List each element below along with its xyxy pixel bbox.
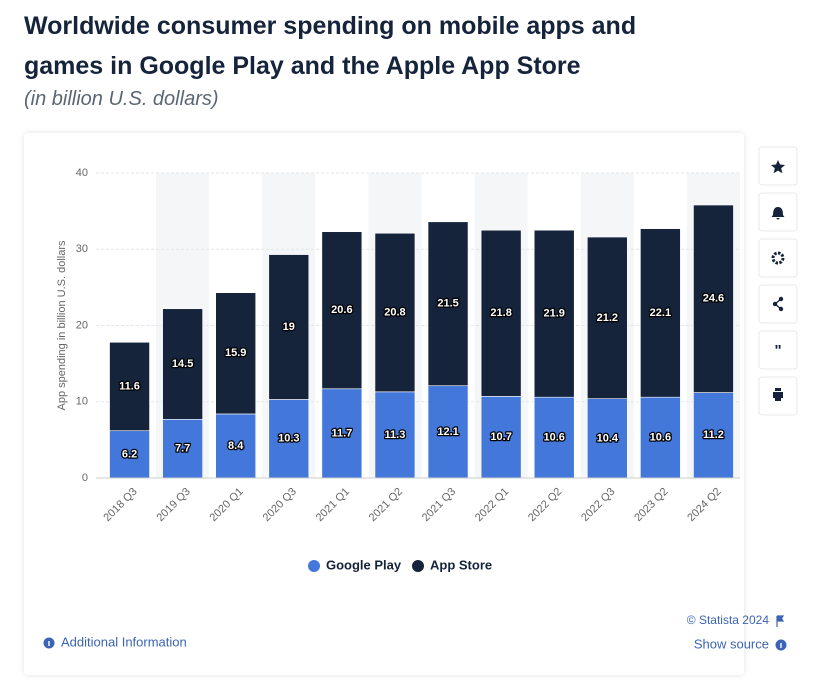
bar — [215, 292, 257, 415]
data-label: 7.7 — [175, 443, 190, 455]
data-label: 11.3 — [385, 429, 406, 441]
data-label: 11.6 — [119, 380, 140, 392]
info-icon-mark — [780, 643, 782, 648]
legend-label: Google Play — [326, 557, 402, 572]
flag-icon — [776, 615, 785, 627]
copyright: © Statista 2024 — [687, 613, 770, 627]
share-button[interactable] — [758, 284, 798, 324]
bar — [533, 229, 575, 398]
data-label: 10.6 — [650, 431, 671, 443]
star-icon — [771, 160, 785, 174]
bar — [374, 232, 416, 393]
chart-title: Worldwide consumer spending on mobile ap… — [24, 12, 637, 80]
data-label: 20.8 — [384, 306, 405, 318]
gear-icon — [771, 251, 785, 265]
data-label: 21.5 — [437, 298, 458, 310]
data-label: 15.9 — [225, 347, 246, 359]
x-tick-label: 2024 Q2 — [685, 486, 723, 524]
quote-icon: " — [774, 342, 781, 359]
data-label: 11.7 — [331, 427, 352, 439]
y-tick-label: 40 — [76, 167, 88, 179]
y-tick-label: 20 — [76, 319, 88, 331]
x-tick-label: 2023 Q2 — [632, 486, 670, 524]
bar — [162, 308, 203, 420]
data-label: 10.7 — [490, 431, 511, 443]
data-label: 21.8 — [490, 307, 511, 319]
data-label: 6.2 — [122, 448, 137, 460]
bar — [693, 392, 734, 479]
show-source-link[interactable]: Show source — [694, 636, 769, 651]
x-tick-label: 2021 Q1 — [314, 486, 352, 524]
info-icon-mark — [48, 641, 50, 646]
bell-icon — [771, 207, 785, 220]
data-label: 21.2 — [597, 312, 618, 324]
data-label: 12.1 — [437, 426, 458, 438]
x-tick-label: 2022 Q1 — [473, 486, 511, 524]
data-label: 22.1 — [650, 307, 671, 319]
data-label: 24.6 — [703, 293, 724, 305]
data-label: 10.6 — [543, 431, 564, 443]
toolbar-icons: " — [771, 160, 785, 401]
bar — [268, 399, 310, 479]
chart-subtitle: (in billion U.S. dollars) — [24, 88, 219, 110]
y-tick-label: 30 — [76, 243, 88, 255]
y-tick-label: 10 — [76, 396, 88, 408]
data-label: 8.4 — [228, 440, 244, 452]
legend-marker — [308, 560, 320, 572]
bar — [215, 413, 257, 479]
print-icon — [773, 388, 783, 401]
bar — [480, 229, 522, 397]
additional-info-link[interactable]: Additional Information — [61, 634, 187, 649]
share-icon — [772, 296, 784, 312]
legend-marker — [412, 560, 424, 572]
x-tick-label: 2022 Q3 — [579, 486, 617, 524]
y-axis-title: App spending in billion U.S. dollars — [56, 240, 68, 410]
y-tick-label: 0 — [82, 472, 88, 484]
bar — [427, 221, 469, 387]
bar — [480, 396, 522, 479]
bar — [109, 341, 150, 432]
data-label: 21.9 — [543, 308, 564, 320]
data-label: 19 — [283, 321, 295, 333]
settings-button[interactable] — [758, 238, 798, 278]
x-tick-label: 2021 Q2 — [367, 486, 405, 524]
bar — [162, 418, 203, 479]
data-label: 11.2 — [703, 429, 724, 441]
data-label: 10.3 — [278, 433, 299, 445]
data-label: 20.6 — [331, 304, 352, 316]
toolbar — [758, 146, 798, 416]
x-tick-label: 2020 Q1 — [208, 486, 246, 524]
x-tick-label: 2018 Q3 — [101, 486, 139, 524]
bar — [586, 236, 628, 399]
legend-label: App Store — [430, 557, 492, 572]
bar — [268, 254, 310, 400]
x-tick-label: 2020 Q3 — [261, 486, 299, 524]
data-label: 10.4 — [597, 432, 619, 444]
bar — [321, 231, 363, 390]
cite-button[interactable] — [758, 330, 798, 370]
bar — [640, 396, 681, 479]
bar — [640, 228, 681, 398]
data-label: 14.5 — [172, 358, 193, 370]
bar — [693, 204, 734, 393]
bar — [427, 385, 469, 479]
x-tick-label: 2021 Q3 — [420, 486, 458, 524]
x-tick-label: 2022 Q2 — [526, 486, 564, 524]
x-tick-label: 2019 Q3 — [154, 486, 192, 524]
